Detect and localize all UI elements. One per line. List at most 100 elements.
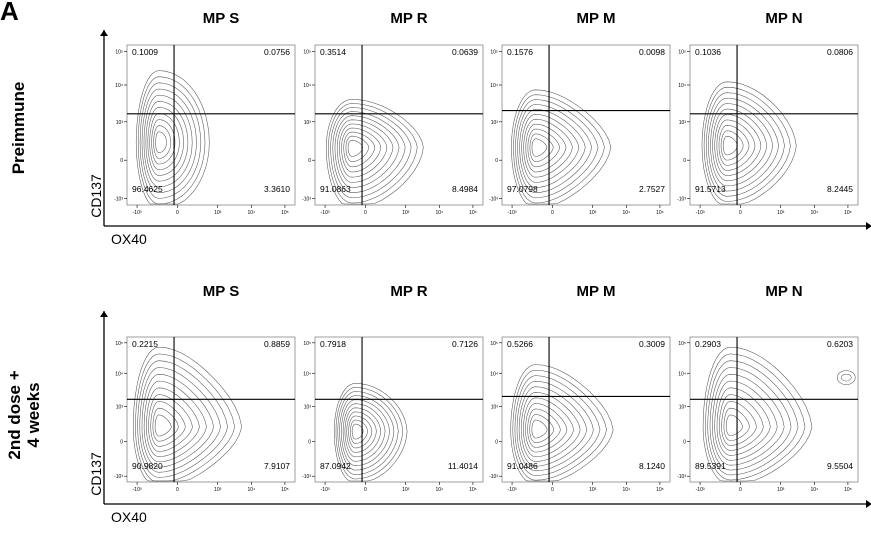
contour-line bbox=[344, 407, 381, 458]
contour-panel: MP N 0.2903 0.6203 89.5391 9.5504 -10³ 0 10³ 10⁴… bbox=[677, 283, 859, 493]
contour-line bbox=[326, 99, 424, 205]
quadrant-lower-right: 11.4014 bbox=[448, 461, 478, 471]
contour-line bbox=[335, 387, 403, 480]
contour-panel: MP M 0.1576 0.0098 97.0798 2.7527 -10³ 0 10³ 10⁴… bbox=[489, 10, 671, 216]
x-tick-label: -10³ bbox=[508, 487, 517, 493]
y-tick-label: -10³ bbox=[302, 197, 311, 203]
quadrant-lower-left: 90.9820 bbox=[132, 461, 163, 471]
contour-line bbox=[328, 103, 418, 204]
x-tick-label: 10⁴ bbox=[810, 210, 818, 216]
contour-line bbox=[336, 119, 394, 183]
y-tick-label: 10⁴ bbox=[678, 83, 686, 89]
contour-panel: MP N 0.1036 0.0806 91.5713 8.2445 -10³ 0 10³ 10⁴… bbox=[677, 10, 859, 216]
x-tick-label: 0 bbox=[551, 210, 554, 216]
contour-line bbox=[514, 375, 601, 476]
contour-line bbox=[515, 99, 599, 199]
row-label-line: 2nd dose + bbox=[5, 370, 24, 459]
y-tick-label: -10³ bbox=[114, 474, 123, 480]
x-tick-label: 10³ bbox=[777, 487, 785, 493]
contour-line bbox=[521, 114, 580, 183]
x-tick-label: 10³ bbox=[214, 487, 222, 493]
contour-line bbox=[529, 414, 555, 443]
y-tick-label: 0 bbox=[495, 158, 498, 164]
quadrant-upper-left: 0.7918 bbox=[320, 339, 346, 349]
contour-line bbox=[836, 370, 856, 385]
contour-line bbox=[703, 86, 791, 202]
y-tick-label: -10³ bbox=[114, 197, 123, 203]
row-label: 2nd dose +4 weeks bbox=[5, 370, 43, 459]
contour-line bbox=[334, 115, 400, 188]
contour-panel: MP R 0.7918 0.7126 87.0942 11.4014 -10³ 0 10³ 10… bbox=[302, 283, 484, 493]
x-tick-label: 10⁴ bbox=[247, 210, 255, 216]
y-tick-label: 10⁵ bbox=[490, 49, 498, 55]
x-tick-label: 10⁴ bbox=[435, 210, 443, 216]
x-tick-label: 10⁵ bbox=[469, 487, 477, 493]
quadrant-upper-left: 0.1009 bbox=[132, 47, 158, 57]
x-axis-arrow-icon bbox=[866, 222, 871, 230]
x-axis-label: OX40 bbox=[111, 509, 147, 525]
contour-line bbox=[723, 407, 750, 441]
y-tick-label: 10⁴ bbox=[115, 371, 123, 377]
quadrant-lower-right: 7.9107 bbox=[264, 461, 290, 471]
contour-line bbox=[152, 407, 179, 442]
contour-line bbox=[718, 125, 750, 166]
x-tick-label: -10³ bbox=[508, 210, 517, 216]
quadrant-lower-left: 87.0942 bbox=[320, 461, 351, 471]
y-axis-label: CD137 bbox=[88, 174, 104, 218]
quadrant-upper-right: 0.6203 bbox=[827, 339, 853, 349]
x-tick-label: 0 bbox=[364, 210, 367, 216]
contour-line bbox=[512, 369, 607, 481]
x-tick-label: 10⁵ bbox=[281, 210, 289, 216]
quadrant-lower-left: 91.0486 bbox=[507, 461, 538, 471]
contour-line bbox=[702, 346, 813, 482]
x-tick-label: 10⁵ bbox=[844, 210, 852, 216]
x-tick-label: 10³ bbox=[402, 487, 410, 493]
contour-line bbox=[513, 94, 605, 204]
panel-frame bbox=[126, 336, 296, 483]
panel-title: MP N bbox=[765, 283, 802, 300]
quadrant-upper-left: 0.2903 bbox=[695, 339, 721, 349]
panel-label: A bbox=[0, 0, 19, 26]
x-tick-label: 0 bbox=[364, 487, 367, 493]
y-tick-label: 10³ bbox=[116, 120, 124, 126]
x-tick-label: -10³ bbox=[321, 210, 330, 216]
contour-line bbox=[523, 118, 573, 178]
panel-title: MP S bbox=[203, 283, 239, 300]
x-tick-label: 10³ bbox=[214, 210, 222, 216]
y-tick-label: -10³ bbox=[489, 197, 498, 203]
contour-panel: MP S 0.2215 0.8859 90.9820 7.9107 -10³ 0 10³ 10⁴… bbox=[114, 283, 296, 493]
y-tick-label: 10³ bbox=[304, 405, 312, 411]
contour-line bbox=[527, 408, 561, 448]
x-tick-label: 10⁴ bbox=[435, 487, 443, 493]
contour-line bbox=[720, 130, 744, 161]
contour-line bbox=[141, 374, 214, 468]
contour-line bbox=[517, 104, 592, 193]
y-tick-label: 0 bbox=[308, 439, 311, 445]
contour-line bbox=[712, 374, 785, 466]
contour-line bbox=[348, 415, 373, 449]
plot-row: OX40 CD137 2nd dose +4 weeks MP S 0.2215 0.88… bbox=[5, 283, 871, 525]
contour-line bbox=[705, 353, 806, 481]
x-tick-label: 0 bbox=[551, 487, 554, 493]
y-tick-label: 10³ bbox=[679, 405, 687, 411]
contour-line bbox=[145, 100, 189, 182]
contour-line bbox=[707, 360, 799, 476]
x-tick-label: -10³ bbox=[133, 487, 142, 493]
panel-title: MP N bbox=[765, 10, 802, 27]
contour-line bbox=[154, 414, 172, 437]
panel-frame bbox=[689, 336, 859, 483]
x-tick-label: 10³ bbox=[777, 210, 785, 216]
y-axis-arrow-icon bbox=[100, 311, 108, 317]
x-tick-label: -10³ bbox=[696, 487, 705, 493]
quadrant-lower-right: 9.5504 bbox=[827, 461, 853, 471]
y-tick-label: 10⁵ bbox=[115, 49, 123, 55]
contour-line bbox=[346, 411, 377, 453]
contour-line bbox=[141, 88, 197, 193]
x-tick-label: 0 bbox=[176, 487, 179, 493]
y-axis-label: CD137 bbox=[88, 452, 104, 496]
contour-line bbox=[716, 119, 756, 171]
contour-line bbox=[149, 113, 180, 171]
contour-line bbox=[341, 399, 390, 466]
quadrant-lower-left: 97.0798 bbox=[507, 184, 538, 194]
y-tick-label: 10³ bbox=[491, 405, 499, 411]
